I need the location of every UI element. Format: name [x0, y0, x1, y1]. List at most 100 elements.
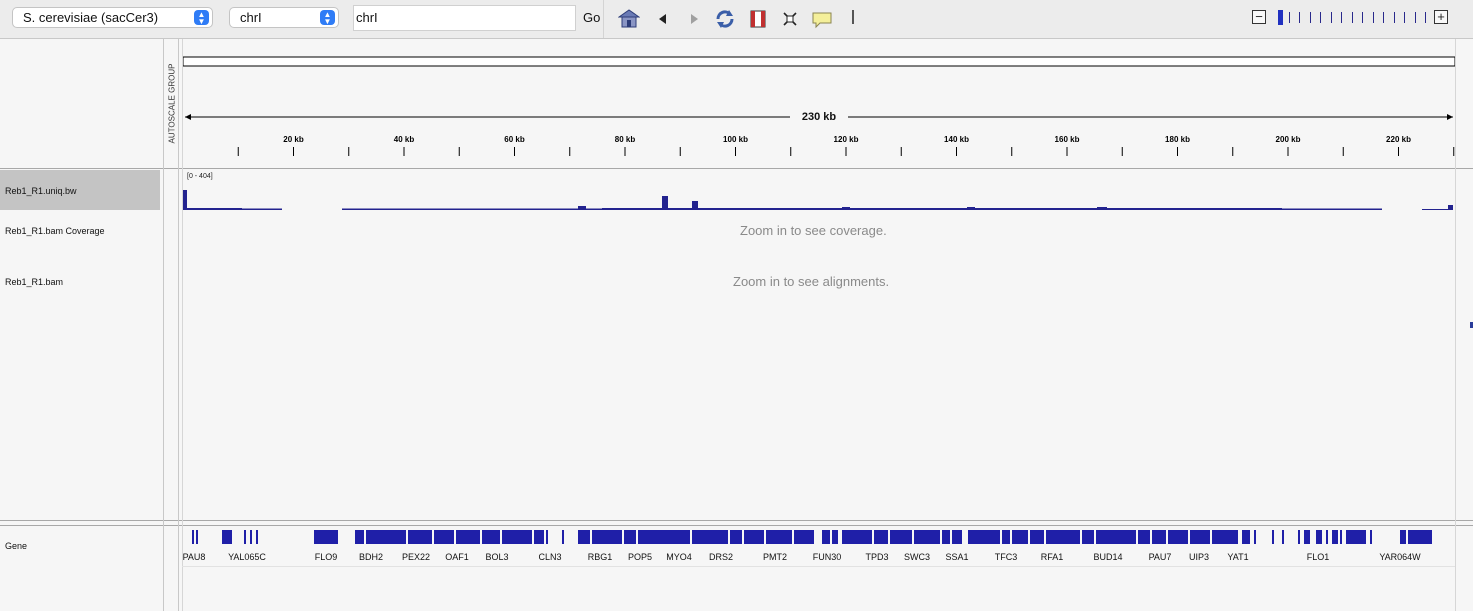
gene-feature[interactable]: [1272, 530, 1274, 544]
gene-feature[interactable]: [502, 530, 510, 544]
zoom-slider-tick[interactable]: [1351, 12, 1353, 23]
gene-feature[interactable]: [1304, 530, 1310, 544]
gene-feature[interactable]: [1012, 530, 1028, 544]
gene-feature[interactable]: [1370, 530, 1372, 544]
gene-feature[interactable]: [1152, 530, 1166, 544]
zoom-slider-tick[interactable]: [1299, 12, 1300, 23]
refresh-icon[interactable]: [714, 8, 736, 30]
gene-feature[interactable]: [624, 530, 636, 544]
chromosome-select[interactable]: chrI ▲ ▼: [229, 7, 339, 28]
resize-icon[interactable]: [779, 8, 801, 30]
gene-feature[interactable]: [192, 530, 194, 544]
gene-feature[interactable]: [638, 530, 690, 544]
gene-feature[interactable]: [1408, 530, 1432, 544]
track-name-coverage[interactable]: Reb1_R1.bam Coverage: [5, 226, 105, 236]
chromosome-ideogram[interactable]: [182, 56, 1456, 67]
gene-feature[interactable]: [534, 530, 544, 544]
ruler[interactable]: 20 kb 40 kb 60 kb 80 kb 100 kb 120 kb 140 kb 16…: [180, 39, 1470, 169]
scroll-marker[interactable]: [1470, 322, 1473, 328]
gene-feature[interactable]: [592, 530, 622, 544]
zoom-slider-tick[interactable]: [1341, 12, 1342, 23]
gene-feature[interactable]: [730, 530, 742, 544]
zoom-slider-tick[interactable]: [1372, 12, 1374, 23]
gene-feature[interactable]: [1030, 530, 1044, 544]
forward-icon[interactable]: [683, 8, 705, 30]
zoom-slider-tick[interactable]: [1330, 12, 1332, 23]
gene-feature[interactable]: [1298, 530, 1300, 544]
gene-feature[interactable]: [1190, 530, 1210, 544]
gene-feature[interactable]: [482, 530, 500, 544]
gene-feature[interactable]: [1242, 530, 1250, 544]
zoom-out-button[interactable]: −: [1252, 10, 1266, 24]
gene-feature[interactable]: [1096, 530, 1136, 544]
bigwig-signal-track[interactable]: [182, 172, 1457, 212]
gene-feature[interactable]: [744, 530, 764, 544]
gene-feature[interactable]: [1212, 530, 1238, 544]
zoom-in-button[interactable]: +: [1434, 10, 1448, 24]
gene-feature[interactable]: [256, 530, 258, 544]
gene-feature[interactable]: [1002, 530, 1010, 544]
zoom-slider-tick[interactable]: [1309, 12, 1311, 23]
gene-feature[interactable]: [1138, 530, 1150, 544]
gene-feature[interactable]: [692, 530, 728, 544]
gene-feature[interactable]: [1282, 530, 1284, 544]
zoom-slider-tick[interactable]: [1414, 12, 1416, 23]
gene-feature[interactable]: [1326, 530, 1328, 544]
gene-feature[interactable]: [890, 530, 912, 544]
gene-feature[interactable]: [942, 530, 950, 544]
zoom-slider-tick[interactable]: [1383, 12, 1384, 23]
gene-feature[interactable]: [1346, 530, 1366, 544]
gene-feature[interactable]: [968, 530, 1000, 544]
track-name-alignments[interactable]: Reb1_R1.bam: [5, 277, 64, 287]
zoom-slider-tick[interactable]: [1404, 12, 1405, 23]
gene-feature[interactable]: [766, 530, 792, 544]
gene-feature[interactable]: [250, 530, 252, 544]
zoom-slider-tick[interactable]: [1362, 12, 1363, 23]
gene-feature[interactable]: [408, 530, 432, 544]
home-icon[interactable]: [617, 8, 641, 30]
gene-feature[interactable]: [196, 530, 198, 544]
gene-feature[interactable]: [1316, 530, 1322, 544]
gene-feature[interactable]: [562, 530, 564, 544]
locus-input[interactable]: chrI: [353, 5, 576, 31]
gene-feature[interactable]: [355, 530, 364, 544]
gene-feature[interactable]: [1046, 530, 1072, 544]
gene-feature[interactable]: [874, 530, 888, 544]
track-name-gene[interactable]: Gene: [5, 541, 28, 551]
genome-select[interactable]: S. cerevisiae (sacCer3) ▲ ▼: [12, 7, 213, 28]
gene-feature[interactable]: [546, 530, 548, 544]
zoom-slider-tick[interactable]: [1320, 12, 1321, 23]
gene-feature[interactable]: [1400, 530, 1406, 544]
zoom-slider[interactable]: [1274, 9, 1434, 25]
gene-feature[interactable]: [1168, 530, 1188, 544]
gene-feature[interactable]: [1332, 530, 1338, 544]
gene-feature[interactable]: [1340, 530, 1342, 544]
gene-feature[interactable]: [434, 530, 454, 544]
gene-feature[interactable]: [314, 530, 338, 544]
gene-feature[interactable]: [794, 530, 814, 544]
gene-feature[interactable]: [510, 530, 532, 544]
gene-feature[interactable]: [914, 530, 940, 544]
zoom-slider-thumb[interactable]: [1278, 10, 1283, 25]
zoom-slider-tick[interactable]: [1425, 12, 1426, 23]
gene-feature[interactable]: [1072, 530, 1080, 544]
track-name-bigwig[interactable]: Reb1_R1.uniq.bw: [5, 186, 77, 196]
gene-feature[interactable]: [842, 530, 872, 544]
gene-feature[interactable]: [244, 530, 246, 544]
gene-feature[interactable]: [578, 530, 590, 544]
gene-feature[interactable]: [822, 530, 830, 544]
gene-feature[interactable]: [1254, 530, 1256, 544]
gene-feature[interactable]: [222, 530, 232, 544]
go-button[interactable]: Go: [583, 10, 601, 25]
back-icon[interactable]: [652, 8, 674, 30]
track-name-bigwig-selected[interactable]: [0, 170, 160, 210]
gene-feature[interactable]: [366, 530, 406, 544]
gene-track[interactable]: [182, 529, 1457, 549]
gene-feature[interactable]: [952, 530, 962, 544]
zoom-slider-tick[interactable]: [1393, 12, 1395, 23]
gene-feature[interactable]: [1082, 530, 1094, 544]
zoom-slider-tick[interactable]: [1288, 12, 1290, 23]
gene-feature[interactable]: [456, 530, 480, 544]
gene-feature[interactable]: [832, 530, 838, 544]
popup-text-icon[interactable]: [811, 8, 833, 30]
